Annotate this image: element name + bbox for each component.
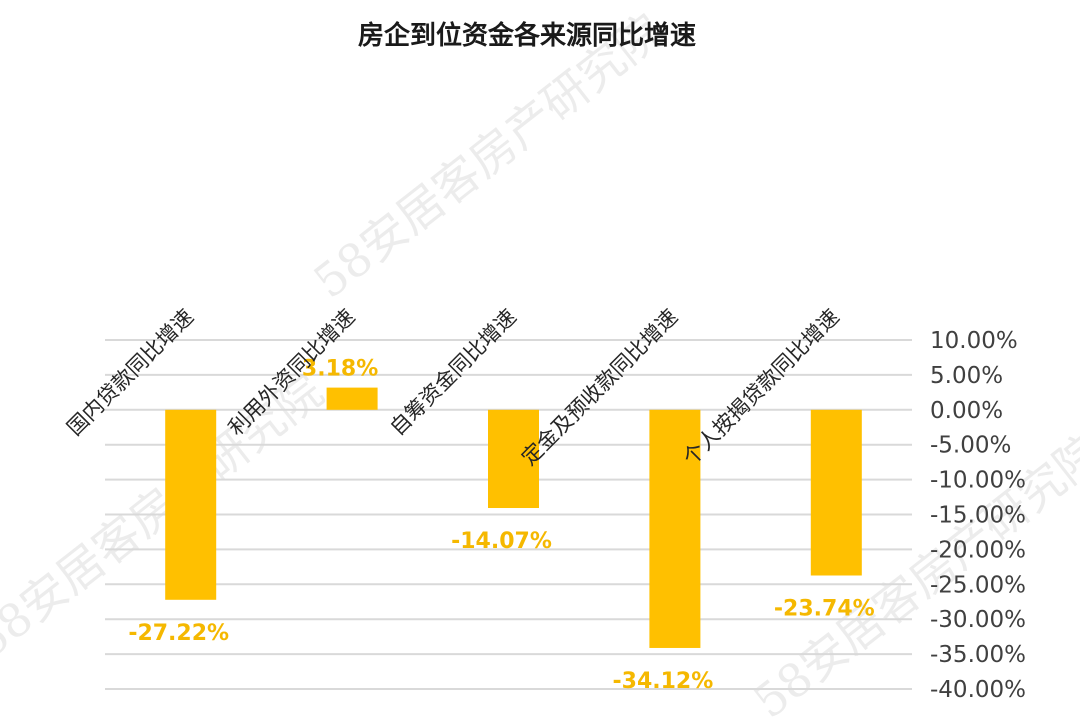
data-label: -27.22% [128,621,229,646]
data-label: -14.07% [451,529,552,554]
gridlines [105,339,912,690]
bar [326,387,378,410]
y-tick-label: -40.00% [930,677,1026,703]
data-label: -34.12% [613,669,714,694]
watermark-layer: 58安居客房产研究院 58安居客房产研究院 58安居客房产研究院 [0,4,1080,717]
bar [810,409,862,576]
y-tick-label: -5.00% [930,433,1011,459]
chart-title: 房企到位资金各来源同比增速 [358,20,696,51]
data-labels: -27.22% 3.18% -14.07% -34.12% -23.74% [128,357,874,694]
y-tick-label: -25.00% [930,572,1026,598]
y-tick-label: 5.00% [930,363,1003,389]
bar [165,409,217,600]
y-tick-label: -35.00% [930,642,1026,668]
bars [165,387,862,648]
y-tick-label: -10.00% [930,468,1026,494]
bar [488,409,539,509]
data-label: -23.74% [774,597,875,622]
watermark-text-3: 58安居客房产研究院 [744,424,1080,717]
data-label: 3.18% [302,357,378,382]
y-tick-label: 0.00% [930,398,1003,424]
y-tick-label: -20.00% [930,537,1026,563]
y-tick-label: -30.00% [930,607,1026,633]
y-tick-label: 10.00% [930,328,1018,354]
bar [649,409,701,648]
y-tick-label: -15.00% [930,503,1026,529]
y-axis-ticks: 10.00% 5.00% 0.00% -5.00% -10.00% -15.00% -20.… [930,328,1026,703]
